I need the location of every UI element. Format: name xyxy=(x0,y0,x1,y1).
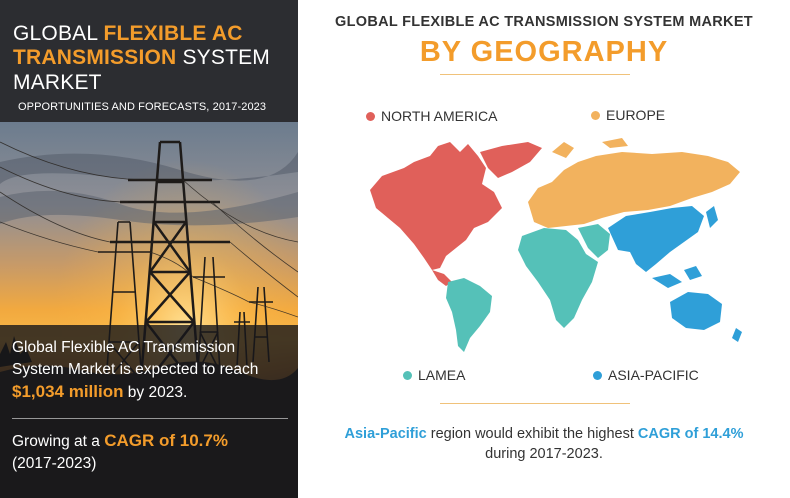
footnote-cagr: CAGR of 14.4% xyxy=(637,426,744,442)
africa-region xyxy=(518,228,598,328)
legend-dot-europe xyxy=(591,110,600,120)
stats-overlay xyxy=(0,325,298,498)
stat-line-1: Global Flexible AC Transmission xyxy=(12,339,236,356)
geography-title: GLOBAL FLEXIBLE AC TRANSMISSION SYSTEM M… xyxy=(335,14,753,30)
growth-years: (2017-2023) xyxy=(12,455,97,472)
legend-asia-pacific: ASIA-PACIFIC xyxy=(593,367,699,383)
growth-statement: Growing at a CAGR of 10.7% (2017-2023) xyxy=(12,430,228,475)
left-panel: GLOBAL FLEXIBLE AC TRANSMISSION SYSTEM M… xyxy=(0,0,298,498)
market-size-statement: Global Flexible AC Transmission System M… xyxy=(12,337,258,404)
europe-region xyxy=(528,152,740,228)
asia-pacific-region xyxy=(608,206,704,272)
main-title-line-1: GLOBAL FLEXIBLE AC xyxy=(13,22,243,45)
legend-dot-north-america xyxy=(366,111,375,121)
left-header xyxy=(0,0,298,122)
footnote-region: Asia-Pacific xyxy=(344,426,427,442)
geography-subtitle: BY GEOGRAPHY xyxy=(419,36,669,68)
market-value: $1,034 million xyxy=(12,382,124,401)
highest-cagr-footnote: Asia-Pacific region would exhibit the hi… xyxy=(298,424,790,464)
title-divider xyxy=(440,74,630,75)
legend-dot-lamea xyxy=(403,370,412,380)
south-america-region xyxy=(446,278,492,352)
footnote-line-1: Asia-Pacific region would exhibit the hi… xyxy=(344,426,744,442)
australia-region xyxy=(670,292,722,330)
stat-line-2: System Market is expected to reach xyxy=(12,361,259,378)
middle-east-region xyxy=(578,224,610,258)
legend-lamea: LAMEA xyxy=(403,367,465,383)
legend-dot-asia-pacific xyxy=(593,370,602,380)
main-title-line-2: TRANSMISSION SYSTEM xyxy=(13,46,271,69)
report-subtitle: OPPORTUNITIES AND FORECASTS, 2017-2023 xyxy=(18,101,267,113)
north-america-region xyxy=(370,142,502,270)
legend-north-america: NORTH AMERICA xyxy=(366,108,497,124)
greenland-region xyxy=(480,142,542,178)
growth-line-1: Growing at a CAGR of 10.7% xyxy=(12,431,228,450)
footnote-line-2: during 2017-2023. xyxy=(485,446,603,462)
growth-cagr: CAGR of 10.7% xyxy=(104,431,228,450)
main-title-line-3: MARKET xyxy=(13,71,102,94)
stat-line-3: $1,034 million by 2023. xyxy=(12,382,188,401)
legend-europe: EUROPE xyxy=(591,107,665,123)
world-map-graphic xyxy=(370,138,742,352)
footnote-divider xyxy=(440,403,630,404)
stats-divider xyxy=(12,418,288,419)
